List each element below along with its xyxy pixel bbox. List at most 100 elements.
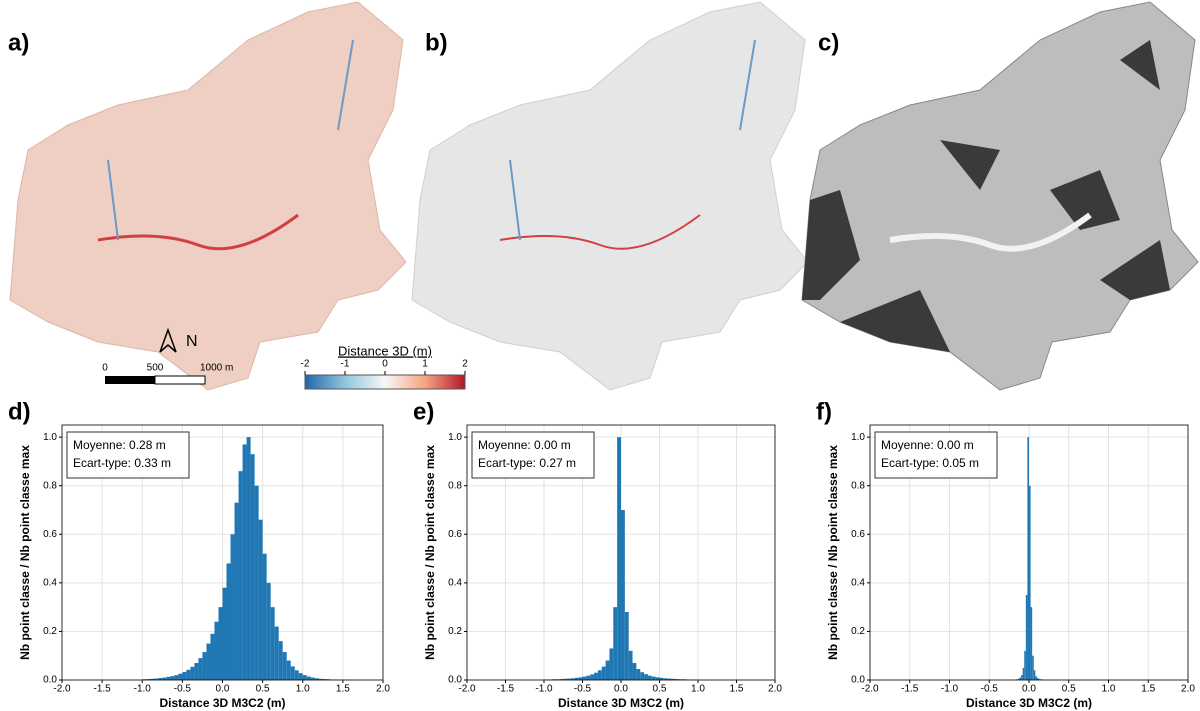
annotation: Ecart-type: 0.05 m — [881, 456, 979, 470]
x-tick-label: 2.0 — [768, 684, 782, 695]
map-a — [9, 1, 407, 391]
colorbar-title: Distance 3D (m) — [338, 343, 432, 358]
y-tick-label: 0.8 — [851, 480, 865, 491]
bar — [674, 679, 679, 680]
scale-label: 500 — [147, 363, 164, 374]
x-tick-label: 1.5 — [1141, 684, 1155, 695]
x-tick-label: 1.5 — [336, 684, 350, 695]
bar — [617, 437, 621, 680]
y-tick-label: 0.0 — [448, 675, 462, 686]
bar — [270, 607, 275, 680]
bar — [278, 641, 283, 680]
panel-label: c) — [818, 29, 839, 56]
bar — [230, 534, 235, 680]
y-tick-label: 0.6 — [43, 529, 57, 540]
bar — [578, 677, 583, 680]
bar — [222, 587, 227, 680]
y-tick-label: 1.0 — [851, 432, 865, 443]
bar — [663, 678, 668, 680]
x-axis-label: Distance 3D M3C2 (m) — [558, 696, 684, 710]
x-tick-label: 0.0 — [1022, 684, 1036, 695]
x-tick-label: -2.0 — [861, 684, 879, 695]
bar — [202, 652, 207, 680]
map-b — [411, 1, 809, 391]
bar — [570, 678, 575, 680]
bar — [286, 660, 291, 680]
bar — [563, 678, 568, 680]
y-tick-label: 0.8 — [448, 480, 462, 491]
bar — [636, 669, 641, 680]
bar — [262, 553, 267, 680]
y-tick-label: 1.0 — [448, 432, 462, 443]
annotation: Moyenne: 0.00 m — [881, 438, 974, 452]
bar — [624, 612, 629, 680]
bar — [1029, 485, 1031, 680]
y-tick-label: 0.2 — [448, 626, 462, 637]
x-tick-label: 0.0 — [216, 684, 230, 695]
bar — [154, 678, 159, 680]
bar — [146, 679, 151, 680]
scale-bar — [154, 375, 206, 385]
bar — [182, 671, 187, 680]
bar — [174, 675, 179, 680]
x-tick-label: -1.5 — [901, 684, 919, 695]
bar — [1033, 670, 1036, 680]
bar — [667, 678, 672, 680]
bar — [234, 502, 239, 680]
bar — [1017, 678, 1020, 680]
x-tick-label: 2.0 — [1181, 684, 1195, 695]
y-tick-label: 0.6 — [851, 529, 865, 540]
bar — [671, 678, 675, 680]
bar — [574, 677, 579, 680]
annotation: Moyenne: 0.28 m — [73, 438, 166, 452]
y-axis-label: Nb point classe / Nb point classe max — [826, 445, 840, 660]
bar — [302, 675, 307, 680]
bar — [613, 607, 618, 680]
colorbar-tick-label: 0 — [382, 359, 388, 370]
bar — [605, 660, 610, 680]
bar — [274, 626, 279, 680]
colorbar-tick-label: 2 — [462, 359, 468, 370]
bar — [559, 679, 564, 680]
x-tick-label: -1.5 — [94, 684, 112, 695]
bar — [644, 674, 648, 680]
panel-label: f) — [816, 398, 832, 425]
x-axis-label: Distance 3D M3C2 (m) — [966, 696, 1092, 710]
annotation: Ecart-type: 0.27 m — [478, 456, 576, 470]
bar — [162, 677, 167, 680]
annotation-box — [66, 431, 190, 479]
annotation: Moyenne: 0.00 m — [478, 438, 571, 452]
bar — [1025, 595, 1028, 680]
bar — [1032, 655, 1034, 680]
bar — [1027, 437, 1029, 680]
axes-frame — [466, 424, 776, 681]
bar — [1035, 676, 1037, 680]
bar — [290, 666, 295, 680]
y-tick-label: 0.4 — [43, 577, 57, 588]
x-tick-label: -1.0 — [535, 684, 553, 695]
panel-label: a) — [8, 29, 29, 56]
annotation: Ecart-type: 0.33 m — [73, 456, 171, 470]
bar — [254, 485, 259, 680]
x-tick-label: 0.5 — [256, 684, 270, 695]
bar — [158, 678, 163, 680]
colorbar-tick-label: 1 — [422, 359, 428, 370]
bar — [258, 519, 263, 680]
bar — [166, 676, 171, 680]
bar — [306, 676, 311, 680]
x-tick-label: 0.0 — [614, 684, 628, 695]
bar — [198, 658, 203, 680]
colorbar-ticks: -2 -1 0 1 2 — [301, 359, 468, 375]
bar — [590, 674, 595, 680]
bar — [586, 675, 591, 680]
bar — [314, 678, 319, 680]
bar — [322, 679, 327, 680]
bar — [1038, 679, 1041, 680]
x-tick-label: -0.5 — [574, 684, 592, 695]
bar — [294, 670, 299, 680]
x-tick-label: -0.5 — [174, 684, 192, 695]
y-axis-label: Nb point classe / Nb point classe max — [18, 445, 32, 660]
bar — [242, 444, 247, 680]
x-tick-label: -2.0 — [53, 684, 71, 695]
